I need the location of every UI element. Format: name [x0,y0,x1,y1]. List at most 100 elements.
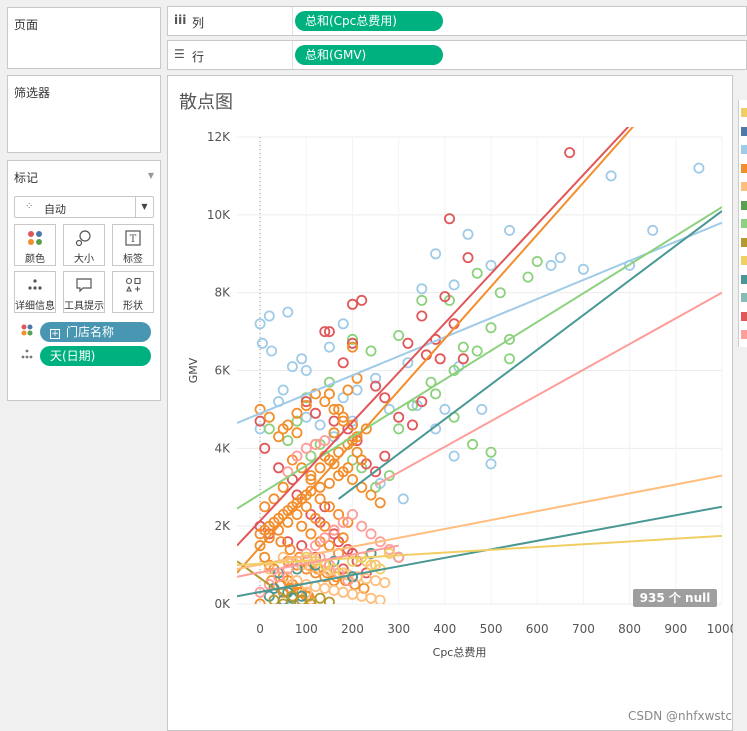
pages-title: 页面 [14,18,39,32]
legend-swatch[interactable] [741,145,747,154]
store-orange-point [305,473,317,485]
store-orange-point [319,520,331,532]
filters-title: 筛选器 [14,86,51,100]
y-tick-label: 2K [214,519,231,533]
day-date-pill-label: 天(日期) [50,349,96,363]
gmv-pill[interactable]: 总和(GMV) [295,45,443,65]
store-olive-point [277,598,289,604]
day-date-pill[interactable]: 天(日期) [40,346,151,366]
y-tick-label: 0K [214,597,231,611]
store-orange-point [277,481,289,493]
store-light-blue-point [693,162,705,174]
mark-type-dropdown[interactable]: ⁘ 自动 ▼ [14,196,154,218]
store-red-point [379,392,391,404]
rows-label: 行 [192,50,205,64]
store-light-blue-point [263,310,275,322]
store-orange-point [337,532,349,544]
filters-panel[interactable]: 筛选器 [7,75,161,153]
chart-title: 散点图 [179,92,233,113]
store-orange-point [275,536,287,548]
store-orange-point [328,403,340,415]
store-green-point [467,438,479,450]
store-orange-point [273,431,285,443]
shape-button[interactable]: 形状 [112,271,154,313]
store-light-blue-point [397,493,409,505]
store-light-blue-point [314,419,326,431]
store-orange-point [333,403,345,415]
detail-button[interactable]: 详细信息 [14,271,56,313]
x-tick-label: 0 [256,622,264,636]
store-pink-point [300,442,312,454]
legend-swatch[interactable] [741,330,747,339]
store-orange-point [314,481,326,493]
legend-swatch[interactable] [741,163,747,173]
store-light-blue-point [577,263,589,275]
scatter-chart[interactable]: 0K 2K 4K 6K 8K 10K 12K 0 100 200 300 400 500 600 700 80… [167,120,733,670]
store-red-point [351,435,363,447]
store-green-point [291,415,303,427]
store-red-point [273,462,285,474]
legend-swatch[interactable] [741,293,747,302]
cpc-cost-pill[interactable]: 总和(Cpc总费用) [295,11,443,31]
store-pink-point [309,540,321,552]
marks-menu-icon[interactable]: ▼ [147,171,154,180]
store-orange-point [291,508,303,520]
null-badge[interactable]: 935 个 null [633,589,717,607]
legend-swatch[interactable] [741,200,747,210]
legend-swatch[interactable] [741,256,747,265]
store-orange-point [254,528,266,540]
legend-swatch[interactable] [741,274,747,284]
store-olive-point [305,598,317,604]
color-legend [738,100,747,347]
store-light-blue-point [554,252,566,264]
label-button[interactable]: T 标签 [112,224,154,266]
trend-line [237,474,722,570]
x-tick-label: 200 [341,622,364,636]
store-red-point [337,357,349,369]
store-orange-point [346,473,358,485]
legend-swatch[interactable] [741,182,747,191]
store-light-orange-point [370,575,382,587]
store-orange-point [254,540,266,552]
gmv-pill-label: 总和(GMV) [305,48,367,62]
store-light-blue-point [256,337,268,349]
label-icon: T [113,229,153,249]
store-green-point [485,446,497,458]
color-button[interactable]: 颜色 [14,224,56,266]
store-pink-point [365,528,377,540]
size-label: 大小 [74,254,94,265]
legend-swatch[interactable] [741,126,747,136]
store-green-point [282,435,294,447]
y-axis-title: GMV [187,357,200,383]
pages-panel[interactable]: 页面 [7,7,161,69]
store-pink-point [309,438,321,450]
store-light-orange-point [360,573,372,585]
store-green-point [393,423,405,435]
legend-swatch[interactable] [741,219,747,228]
store-light-blue-point [296,353,308,365]
x-tick-label: 400 [433,622,456,636]
size-button[interactable]: 大小 [63,224,105,266]
legend-swatch[interactable] [741,108,747,117]
store-name-pill[interactable]: + 门店名称 [40,322,151,342]
store-green-point [416,294,428,306]
store-orange-point [323,501,335,513]
store-orange-point [254,598,266,604]
rows-shelf[interactable]: ☰ 行 总和(GMV) [167,40,747,70]
store-green-point [370,481,382,493]
trend-line [237,560,298,604]
legend-swatch[interactable] [741,311,747,321]
columns-shelf[interactable]: iii 列 总和(Cpc总费用) [167,6,747,36]
store-red-point [259,442,271,454]
store-red-point [323,326,335,338]
store-orange-point [309,512,321,524]
store-olive-point [296,594,308,604]
chevron-down-icon: ▼ [135,197,153,217]
store-pink-point [273,571,285,583]
store-light-blue-point [605,170,617,182]
tooltip-button[interactable]: 工具提示 [63,271,105,313]
legend-swatch[interactable] [741,237,747,247]
store-light-blue-point [286,361,298,373]
expand-icon[interactable]: + [50,329,60,339]
auto-mark-icon: ⁘ [25,201,34,212]
